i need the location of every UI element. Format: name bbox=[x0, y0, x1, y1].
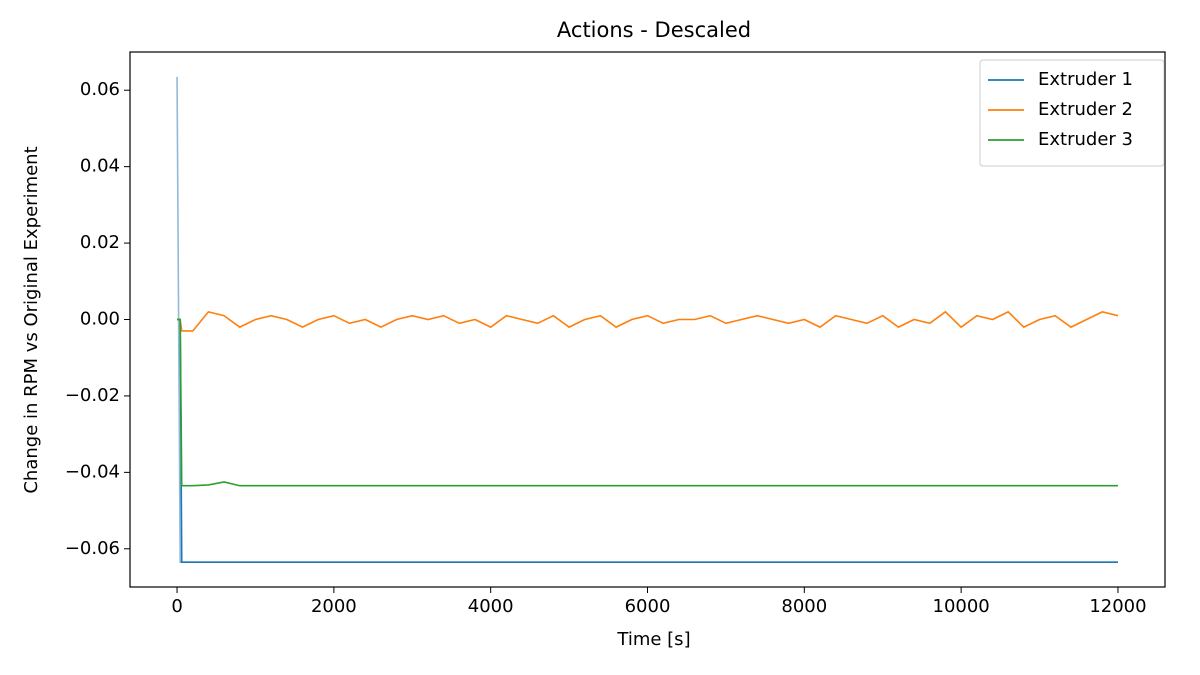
legend-label: Extruder 2 bbox=[1038, 99, 1133, 120]
x-tick-label: 12000 bbox=[1089, 596, 1146, 617]
y-tick-label: −0.02 bbox=[65, 385, 120, 406]
plot-frame bbox=[129, 51, 1166, 588]
x-tick-label: 4000 bbox=[468, 596, 514, 617]
series-line bbox=[177, 318, 1118, 563]
x-tick-label: 6000 bbox=[625, 596, 671, 617]
y-tick-label: −0.04 bbox=[65, 461, 120, 482]
legend-label: Extruder 1 bbox=[1038, 69, 1133, 90]
y-tick-label: 0.02 bbox=[80, 232, 120, 253]
x-tick-label: 2000 bbox=[311, 596, 357, 617]
x-tick-label: 8000 bbox=[781, 596, 827, 617]
chart-title: Actions - Descaled bbox=[557, 18, 751, 42]
x-axis-label: Time [s] bbox=[616, 629, 690, 650]
x-tick-label: 0 bbox=[171, 596, 182, 617]
series-line bbox=[177, 310, 1119, 332]
y-tick-label: 0.06 bbox=[80, 79, 120, 100]
y-tick-label: 0.04 bbox=[80, 156, 120, 177]
legend-box bbox=[979, 59, 1165, 167]
series-line bbox=[177, 318, 1118, 487]
y-axis-label: Change in RPM vs Original Experiment bbox=[21, 146, 42, 493]
legend-label: Extruder 3 bbox=[1038, 129, 1133, 150]
x-tick-label: 10000 bbox=[933, 596, 990, 617]
y-tick-label: −0.06 bbox=[65, 538, 120, 559]
y-tick-label: 0.00 bbox=[80, 309, 120, 330]
